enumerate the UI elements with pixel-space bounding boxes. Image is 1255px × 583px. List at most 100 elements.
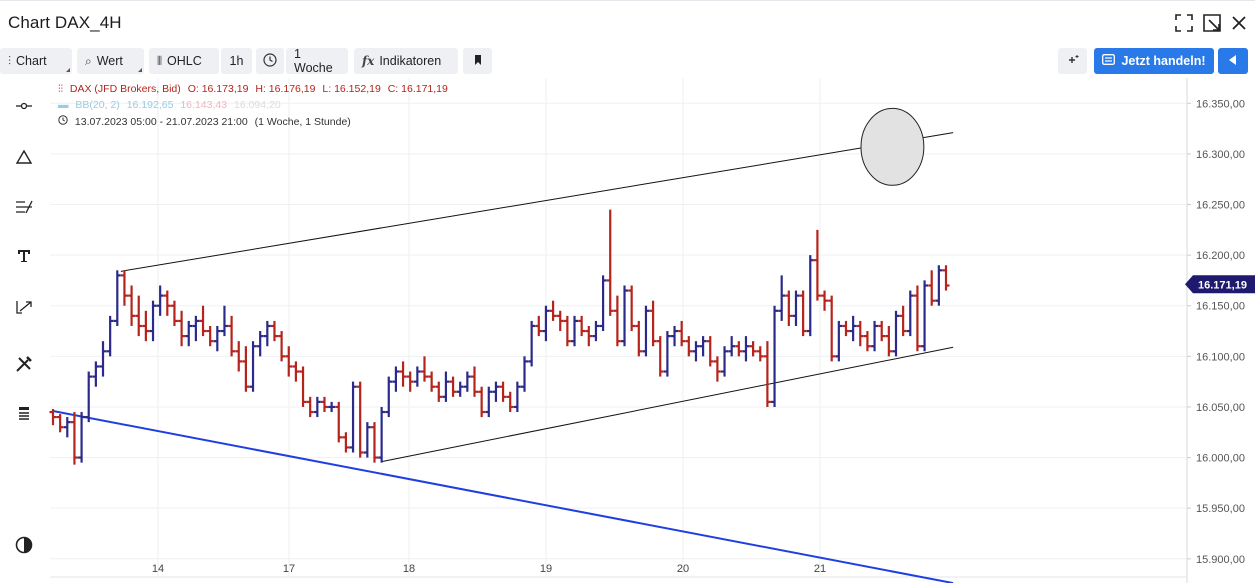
- ohlc-bar: [835, 320, 843, 362]
- maximize-icon[interactable]: [1175, 14, 1193, 32]
- chart-toolbar: ⫶ Chart ⌕ Wert ⫴ OHLC 1h 1 Woche fx Indi…: [0, 46, 1255, 76]
- tools-icon[interactable]: [12, 352, 36, 376]
- y-tick-label: 16.200,00: [1196, 250, 1245, 262]
- y-tick-label: 16.350,00: [1196, 98, 1245, 110]
- trade-now-button[interactable]: Jetzt handeln!: [1094, 48, 1214, 74]
- indicators-button[interactable]: fx Indikatoren: [354, 48, 458, 74]
- chart-type-label: Chart: [16, 54, 47, 68]
- ohlc-bar: [642, 305, 650, 357]
- text-icon[interactable]: [12, 244, 36, 268]
- y-tick-label: 15.900,00: [1196, 554, 1245, 566]
- trade-label: Jetzt handeln!: [1121, 54, 1206, 68]
- ohlc-bar: [49, 408, 57, 426]
- clock-icon: [263, 52, 277, 70]
- ohlc-bar: [399, 361, 407, 387]
- ohlc-bar: [99, 341, 107, 377]
- ohlc-bar: [656, 336, 664, 377]
- ohlc-bar: [749, 341, 757, 357]
- ohlc-bar: [628, 285, 636, 332]
- period-clock-button[interactable]: [256, 48, 284, 74]
- ohlc-bar: [356, 381, 364, 458]
- last-price-badge: [1185, 275, 1255, 294]
- fib-icon[interactable]: [12, 195, 36, 219]
- ohlc-bar: [699, 336, 707, 357]
- bookmark-button[interactable]: [463, 48, 492, 74]
- ohlc-bar: [906, 290, 914, 337]
- ohlc-bar: [578, 315, 586, 337]
- ohlc-bar: [206, 325, 214, 347]
- triangle-icon[interactable]: [12, 145, 36, 169]
- arrow-icon[interactable]: [12, 295, 36, 319]
- ohlc-bars-icon: ⫴: [157, 53, 163, 68]
- ohlc-bar: [478, 386, 486, 418]
- ohlc-bar: [442, 371, 450, 402]
- ohlc-bar: [470, 366, 478, 397]
- trade-icon: [1102, 54, 1116, 68]
- ohlc-bar: [592, 320, 600, 342]
- legend-bb-upper: 16.192,65: [126, 99, 174, 111]
- ohlc-bar: [613, 295, 621, 347]
- ohlc-bar: [871, 320, 879, 352]
- legend-range-detail: (1 Woche, 1 Stunde): [254, 116, 351, 128]
- dropdown-corner-icon: [66, 68, 70, 72]
- ohlc-bar: [663, 331, 671, 377]
- value-button[interactable]: ⌕ Wert: [77, 48, 144, 74]
- ohlc-bar: [778, 275, 786, 321]
- popout-icon[interactable]: [1203, 14, 1221, 32]
- ohlc-bar: [263, 320, 271, 347]
- ohlc-bar: [599, 275, 607, 332]
- chart-type-button[interactable]: ⫶ Chart: [0, 48, 72, 74]
- ohlc-bar: [463, 371, 471, 392]
- bb-legend-icon: ▬: [58, 99, 69, 111]
- ohlc-bar: [363, 422, 371, 458]
- ohlc-bar: [335, 401, 343, 443]
- ohlc-bar: [649, 300, 657, 347]
- legend-close: C: 16.171,19: [387, 83, 448, 95]
- x-tick-label: 18: [403, 563, 415, 575]
- ohlc-bar: [706, 336, 714, 367]
- period-button[interactable]: 1 Woche: [286, 47, 348, 75]
- ohlc-bar: [249, 341, 257, 392]
- legend-bb-name: BB(20, 2): [75, 99, 120, 111]
- ohlc-bar: [85, 371, 93, 423]
- x-tick-label: 19: [540, 563, 552, 575]
- ohlc-bar: [492, 381, 500, 402]
- ohlc-bar: [606, 209, 614, 316]
- ohlc-bar: [163, 290, 171, 316]
- ohlc-bar: [228, 315, 236, 357]
- ohlc-bar: [571, 315, 579, 347]
- ohlc-bar: [106, 315, 114, 357]
- legend-open: O: 16.173,19: [187, 83, 249, 95]
- sparkle-button[interactable]: [1058, 48, 1087, 74]
- y-tick-label: 16.100,00: [1196, 351, 1245, 363]
- ohlc-bar: [942, 265, 950, 291]
- close-icon[interactable]: [1230, 14, 1248, 32]
- ohlc-bar: [56, 414, 64, 433]
- ohlc-bar: [178, 310, 186, 347]
- crosshair-icon[interactable]: [12, 94, 36, 118]
- channel-upper-line: [120, 132, 954, 272]
- ohlc-bar: [292, 361, 300, 382]
- ohlc-bar: [756, 346, 764, 362]
- theme-icon[interactable]: [12, 533, 36, 557]
- ohlc-bar: [849, 315, 857, 342]
- ohlc-bar: [821, 290, 829, 311]
- ohlc-bar: [385, 376, 393, 418]
- interval-button[interactable]: 1h: [221, 48, 252, 74]
- caret-left-icon: [1229, 52, 1237, 70]
- trade-menu-button[interactable]: [1218, 48, 1248, 74]
- ohlc-bar: [192, 315, 200, 342]
- ohlc-bar: [763, 341, 771, 407]
- ohlc-bar: [549, 300, 557, 321]
- ohlc-bar: [885, 325, 893, 357]
- ohlc-button[interactable]: ⫴ OHLC: [149, 48, 219, 74]
- ohlc-bar: [235, 341, 243, 372]
- candles-icon: ⫶: [8, 53, 12, 68]
- ohlc-bar: [913, 285, 921, 352]
- ohlc-bar: [713, 356, 721, 382]
- layers-icon[interactable]: [12, 402, 36, 426]
- value-label: Wert: [96, 54, 123, 68]
- ohlc-bar: [128, 285, 136, 326]
- ohlc-bar: [685, 336, 693, 357]
